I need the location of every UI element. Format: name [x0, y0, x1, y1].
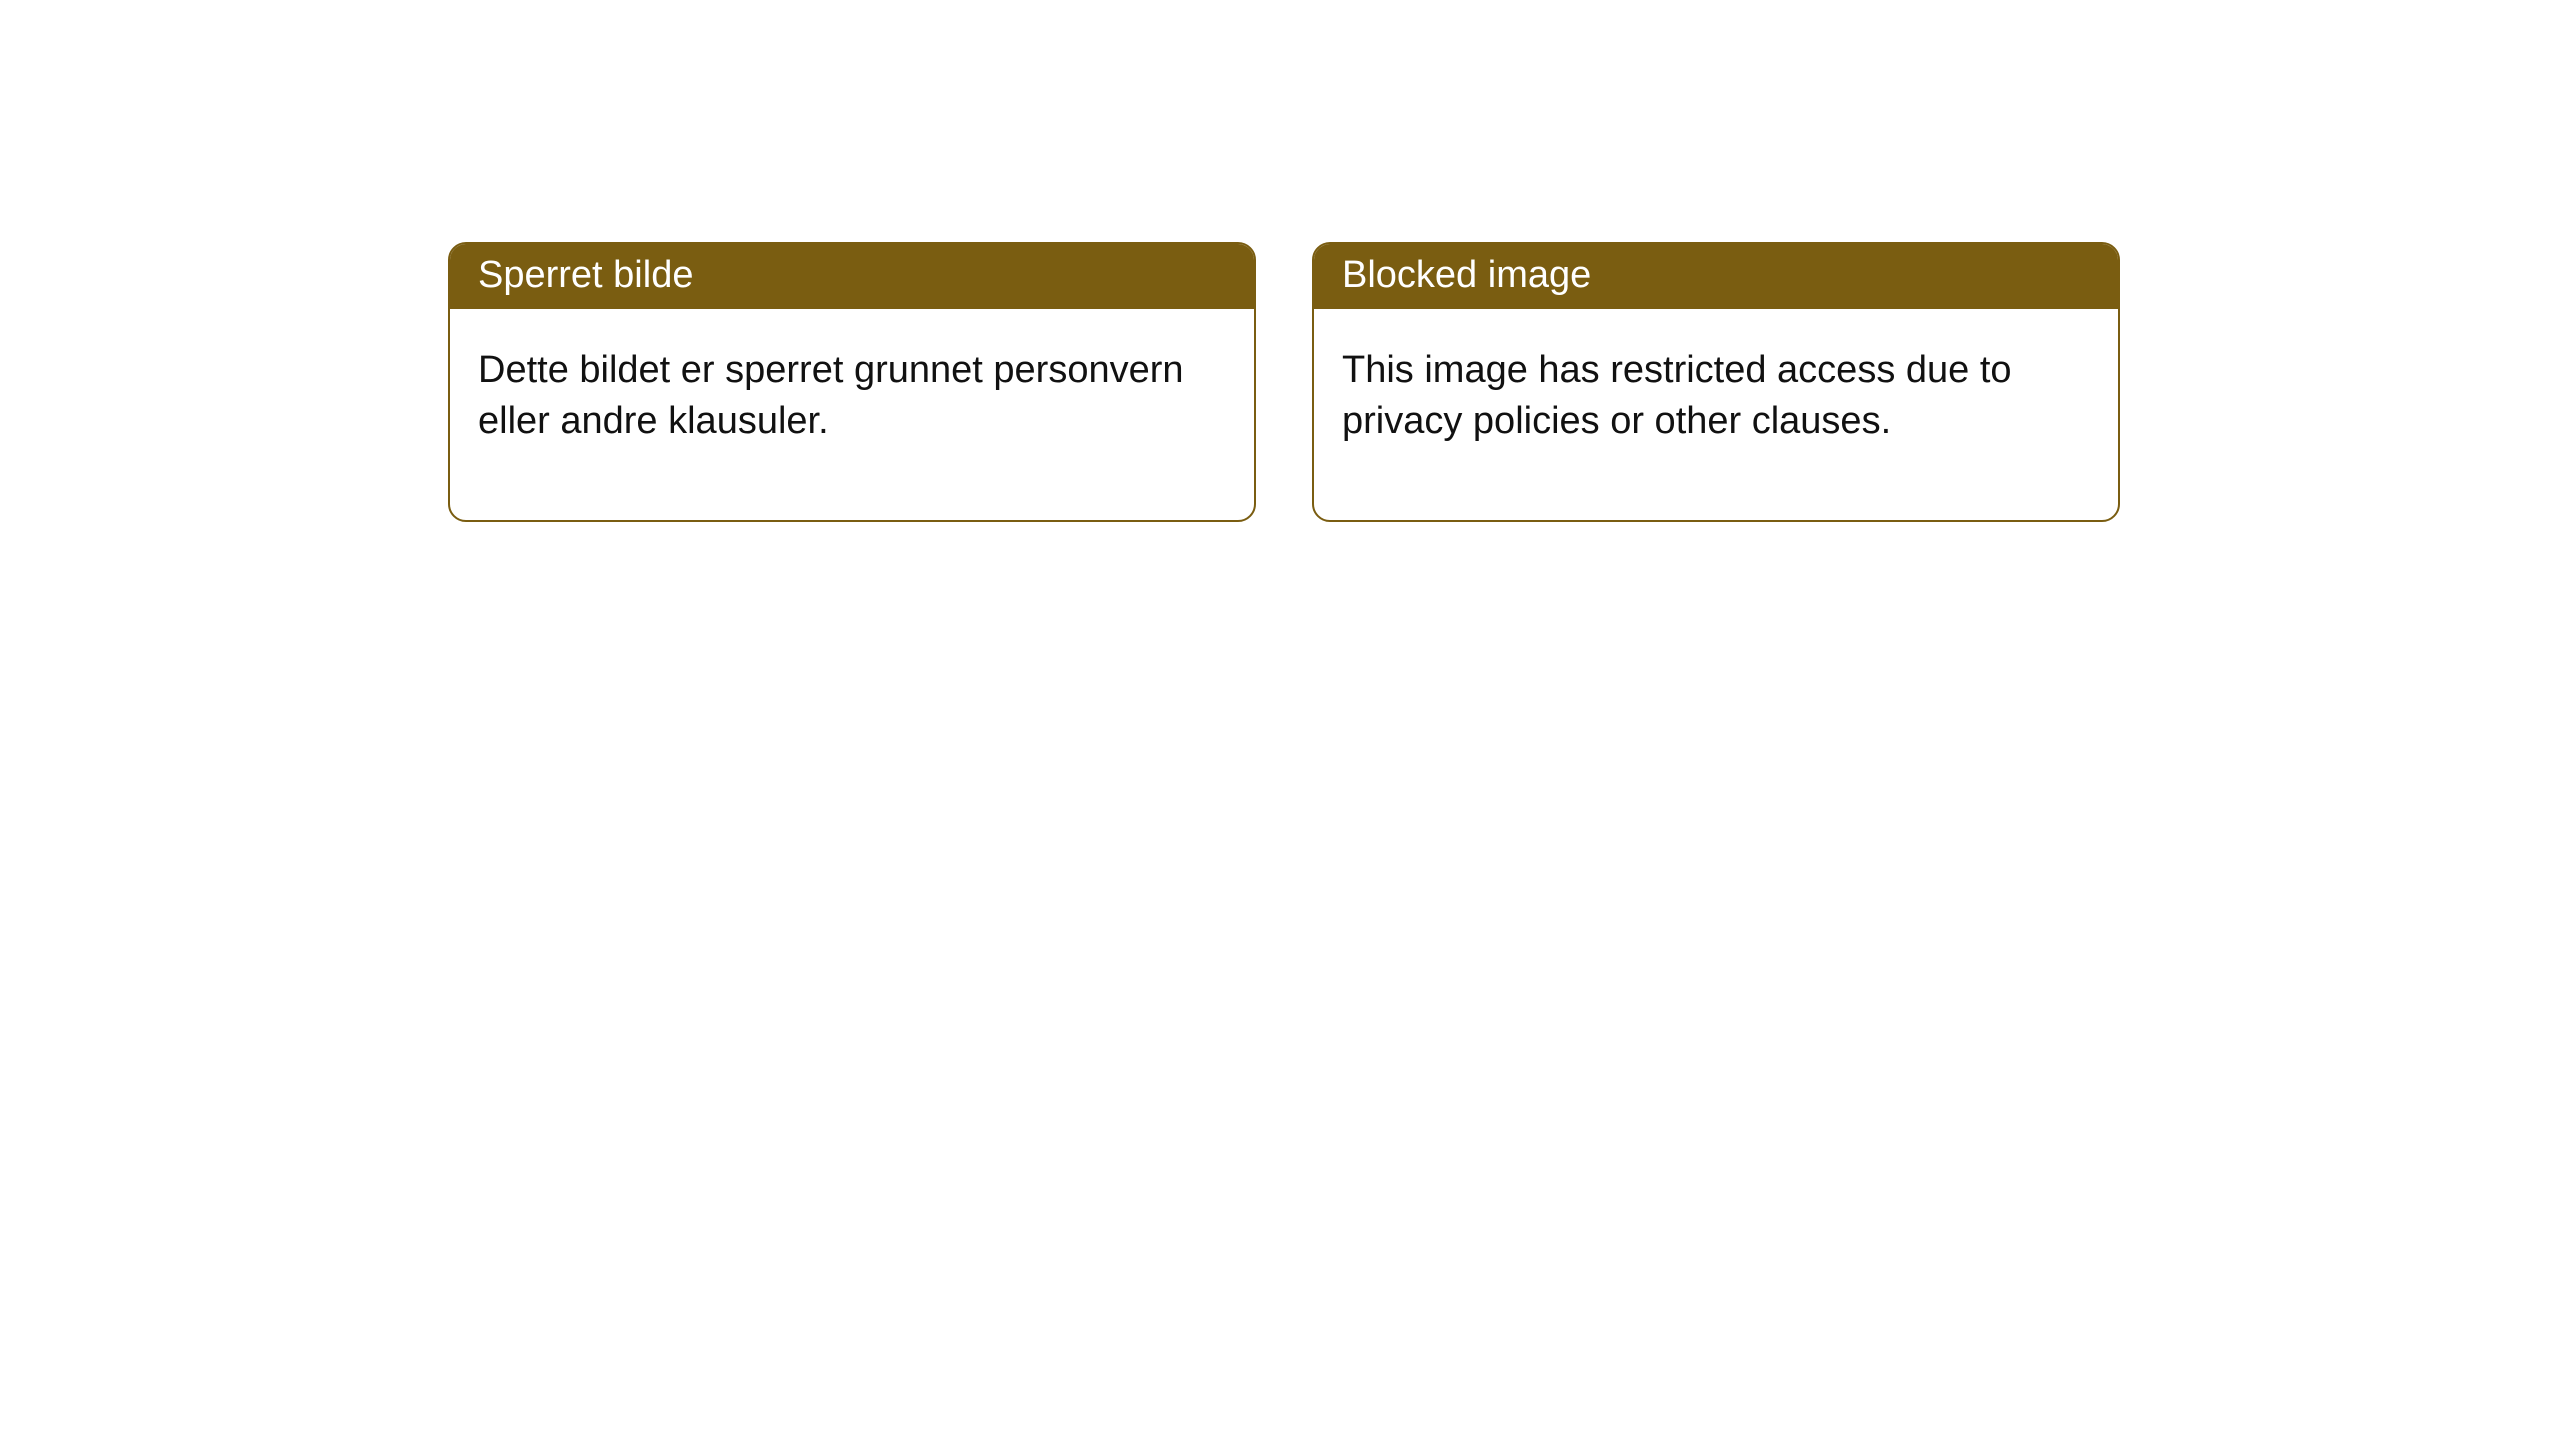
blocked-image-card-english: Blocked image This image has restricted …: [1312, 242, 2120, 522]
card-body-norwegian: Dette bildet er sperret grunnet personve…: [450, 309, 1254, 520]
card-header-norwegian: Sperret bilde: [450, 244, 1254, 309]
notice-container: Sperret bilde Dette bildet er sperret gr…: [0, 0, 2560, 522]
card-header-english: Blocked image: [1314, 244, 2118, 309]
blocked-image-card-norwegian: Sperret bilde Dette bildet er sperret gr…: [448, 242, 1256, 522]
card-body-english: This image has restricted access due to …: [1314, 309, 2118, 520]
